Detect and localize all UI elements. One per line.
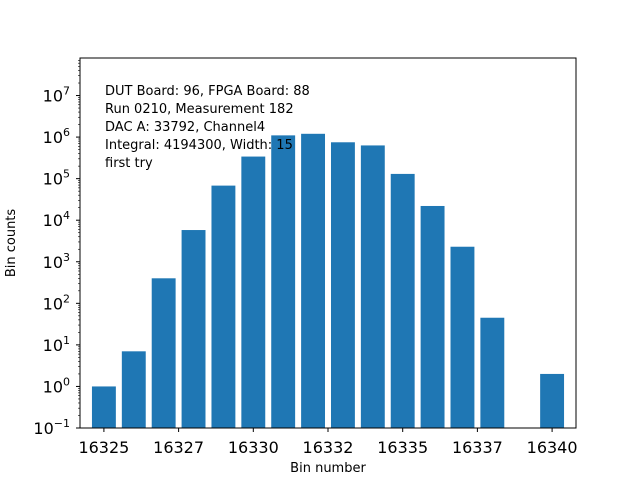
annotation-line: first try bbox=[105, 156, 153, 171]
bar-16329 bbox=[211, 185, 236, 428]
bar-16327 bbox=[151, 278, 176, 428]
annotation-line: DUT Board: 96, FPGA Board: 88 bbox=[105, 84, 310, 99]
x-tick-label: 16337 bbox=[452, 438, 503, 457]
x-tick-label: 16327 bbox=[153, 438, 204, 457]
bar-16335 bbox=[390, 173, 415, 428]
plot-frame bbox=[79, 57, 577, 429]
annotation-line: Integral: 4194300, Width: 15 bbox=[105, 138, 293, 153]
x-tick-label: 16340 bbox=[527, 438, 578, 457]
bar-16337 bbox=[450, 246, 475, 428]
y-tick-label: 10−1 bbox=[33, 417, 70, 438]
bar-16330 bbox=[241, 156, 266, 428]
y-tick-label: 101 bbox=[43, 334, 70, 355]
x-tick-label: 16335 bbox=[377, 438, 428, 457]
bar-16328 bbox=[181, 230, 206, 428]
bars-group bbox=[91, 133, 565, 428]
bar-16338 bbox=[480, 317, 505, 428]
bar-16334 bbox=[360, 145, 385, 428]
bar-16331 bbox=[271, 135, 296, 428]
bar-16340 bbox=[540, 373, 565, 428]
x-axis-ticks: 16325 16327 16330 16332 16335 16337 16340 bbox=[78, 428, 578, 457]
y-tick-label: 104 bbox=[43, 209, 70, 230]
y-axis-label: Bin counts bbox=[4, 209, 19, 278]
x-axis-label: Bin number bbox=[290, 461, 366, 476]
y-tick-label: 105 bbox=[43, 168, 70, 189]
y-tick-label: 103 bbox=[43, 251, 70, 272]
y-tick-label: 107 bbox=[43, 85, 70, 106]
annotation-line: DAC A: 33792, Channel4 bbox=[105, 120, 265, 135]
y-tick-label: 100 bbox=[43, 375, 70, 396]
y-tick-label: 102 bbox=[43, 292, 70, 313]
y-axis-ticks: 10−1 100 101 102 103 104 105 106 107 bbox=[33, 60, 80, 438]
x-tick-label: 16325 bbox=[78, 438, 129, 457]
x-tick-label: 16330 bbox=[228, 438, 279, 457]
bar-16336 bbox=[420, 205, 445, 428]
annotation-line: Run 0210, Measurement 182 bbox=[105, 102, 294, 117]
bar-16325 bbox=[91, 386, 116, 428]
y-tick-label: 106 bbox=[43, 126, 70, 147]
bar-16332 bbox=[301, 133, 326, 428]
annotation-box: DUT Board: 96, FPGA Board: 88 Run 0210, M… bbox=[105, 84, 310, 171]
bar-16333 bbox=[330, 142, 355, 428]
bar-16326 bbox=[121, 351, 146, 428]
x-tick-label: 16332 bbox=[303, 438, 354, 457]
